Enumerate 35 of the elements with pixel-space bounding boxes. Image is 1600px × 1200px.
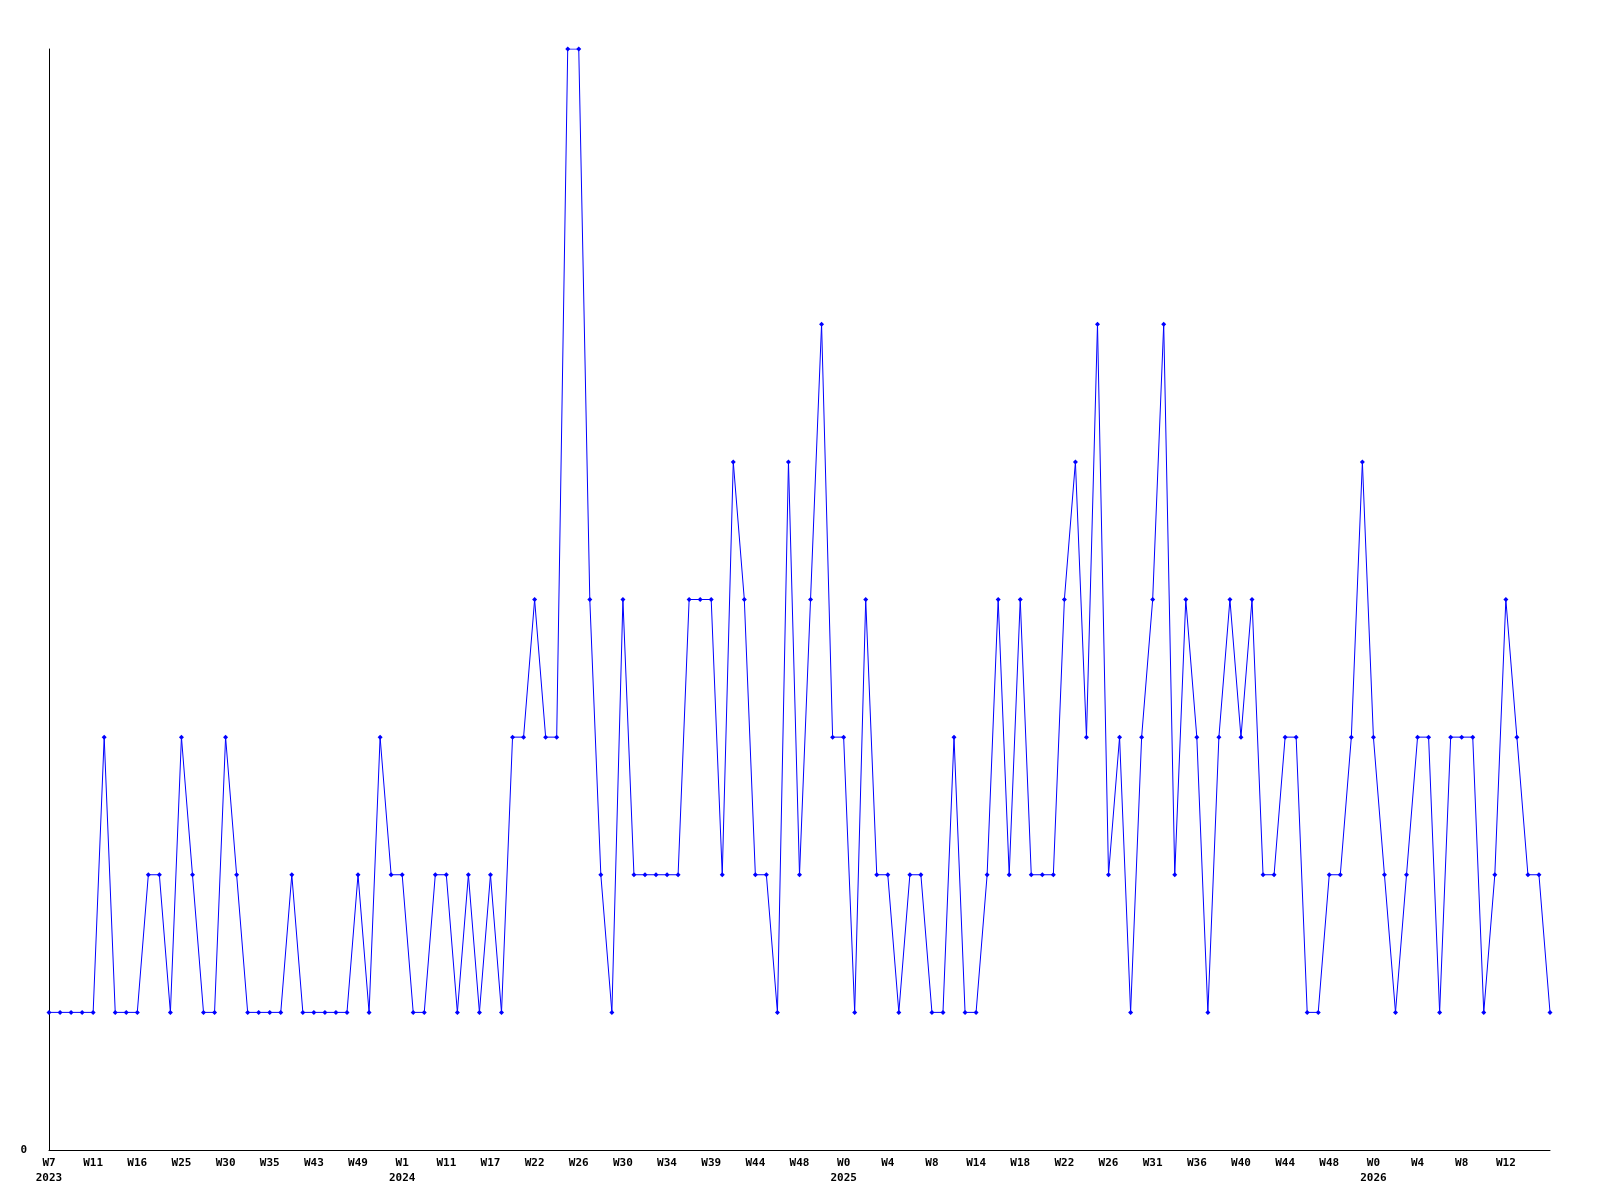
x-tick-label: W44 [745, 1156, 766, 1169]
x-tick-label: W40 [1231, 1156, 1251, 1169]
x-tick-label: W44 [1275, 1156, 1296, 1169]
x-tick-label: W17 [480, 1156, 501, 1169]
x-tick-label: W35 [259, 1156, 280, 1169]
x-tick-label: W26 [1098, 1156, 1119, 1169]
x-tick-label: W39 [701, 1156, 722, 1169]
x-tick-label: W30 [612, 1156, 633, 1169]
x-tick-label: W0 2025 [830, 1156, 857, 1184]
x-tick-label: W43 [303, 1156, 324, 1169]
x-tick-label: W25 [171, 1156, 192, 1169]
x-tick-label: W26 [568, 1156, 590, 1169]
x-tick-label: W11 [436, 1156, 457, 1169]
x-tick-label: W34 [657, 1156, 678, 1169]
x-tick-label: W16 [127, 1156, 148, 1169]
x-tick-label: W18 [1010, 1156, 1031, 1169]
x-tick-label: W7 2023 [35, 1156, 63, 1184]
x-tick-label: W48 [789, 1156, 810, 1169]
x-tick-label: W14 [966, 1156, 987, 1169]
x-tick-label: W49 [348, 1156, 368, 1169]
x-tick-label: W11 [83, 1156, 104, 1169]
x-tick-label: W4 [881, 1156, 895, 1169]
x-tick-label: W22 [524, 1156, 545, 1169]
x-tick-label: W22 [1054, 1156, 1075, 1169]
x-tick-label: W48 [1319, 1156, 1340, 1169]
x-tick-label: W4 [1410, 1156, 1425, 1169]
x-tick-label: W30 [215, 1156, 236, 1169]
x-tick-label: W8 [925, 1156, 939, 1169]
x-tick-label: W8 [1455, 1156, 1469, 1169]
text: 0 [20, 1143, 27, 1156]
x-tick-label: W1 2024 [388, 1156, 416, 1184]
x-tick-label: W12 [1495, 1156, 1516, 1169]
x-tick-label: W31 [1142, 1156, 1163, 1169]
x-tick-label: W0 2026 [1360, 1156, 1388, 1184]
x-tick-label: W36 [1186, 1156, 1208, 1169]
